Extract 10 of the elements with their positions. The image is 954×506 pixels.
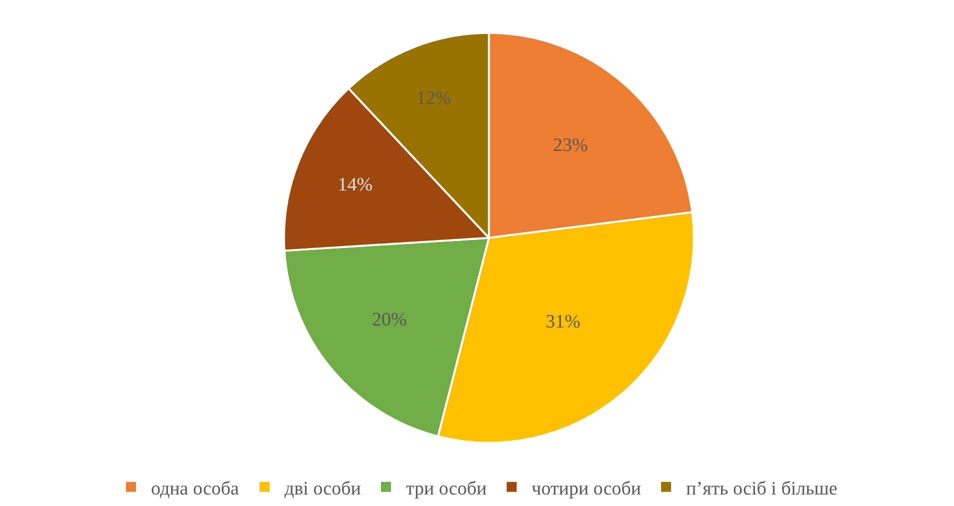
data-label: 14%	[338, 174, 373, 196]
data-label: 20%	[372, 310, 407, 331]
legend-label: дві особи	[284, 478, 361, 500]
legend-label: одна особа	[151, 478, 240, 500]
legend-label: п’ять осіб і більше	[686, 478, 838, 500]
data-label: 12%	[416, 88, 452, 110]
legend-label: чотири особи	[532, 478, 642, 500]
data-label: 31%	[546, 311, 581, 332]
legend-label: три особи	[406, 478, 487, 500]
data-label: 23%	[553, 134, 588, 156]
